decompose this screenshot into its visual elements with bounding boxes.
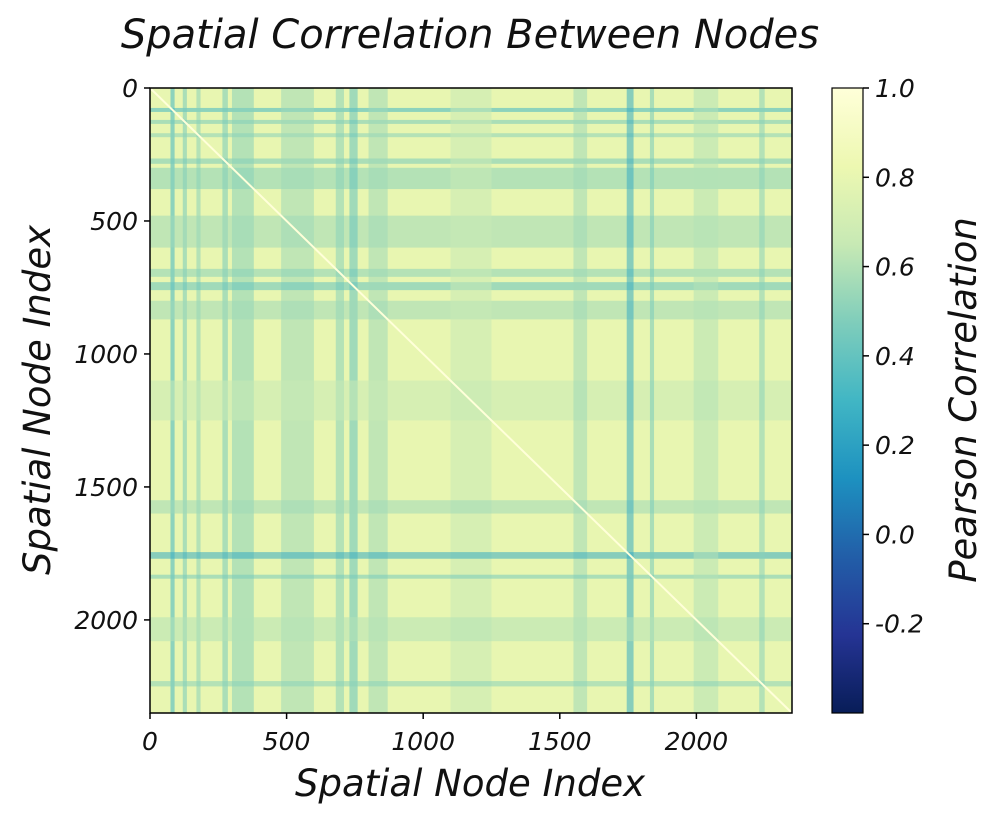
colorbar-tick-label: 0.2 xyxy=(875,431,915,460)
heatmap-band-row-11 xyxy=(150,552,792,559)
heatmap-band-col-11 xyxy=(626,88,634,713)
y-tick-label: 0 xyxy=(122,74,138,103)
heatmap-band-col-14 xyxy=(759,88,765,713)
colorbar-ticks: -0.2 0.0 0.2 0.4 0.6 0.8 1.0 xyxy=(863,74,924,639)
y-tick-label: 500 xyxy=(90,207,138,236)
x-axis-label: Spatial Node Index xyxy=(295,762,646,805)
heatmap-band-row-12 xyxy=(150,574,792,579)
x-tick-label: 1000 xyxy=(391,727,455,756)
colorbar-tick-label: 0.6 xyxy=(875,253,915,282)
colorbar-tick-label: 1.0 xyxy=(875,74,915,103)
heatmap-cells xyxy=(149,87,793,714)
y-axis: 0 500 1000 1500 2000 xyxy=(74,74,150,635)
y-tick-label: 2000 xyxy=(74,606,138,635)
y-axis-label: Spatial Node Index xyxy=(16,224,59,575)
colorbar-tick-label: 0.0 xyxy=(875,520,915,549)
x-tick-label: 0 xyxy=(142,727,158,756)
colorbar xyxy=(831,87,864,714)
heatmap-band-col-12 xyxy=(649,88,655,713)
plot-frame xyxy=(149,87,793,714)
heatmap-band-col-13 xyxy=(693,88,719,713)
heatmap-band-row-14 xyxy=(150,681,792,687)
y-tick-label: 1000 xyxy=(74,340,138,369)
x-tick-label: 1500 xyxy=(528,727,592,756)
chart-title: Spatial Correlation Between Nodes xyxy=(121,12,819,58)
colorbar-label: Pearson Correlation xyxy=(942,217,985,583)
x-tick-label: 2000 xyxy=(665,727,729,756)
x-tick-label: 500 xyxy=(263,727,311,756)
heatmap-band-row-13 xyxy=(150,617,792,642)
colorbar-tick-label: -0.2 xyxy=(875,610,924,639)
heatmap-diagonal xyxy=(149,87,793,714)
colorbar-tick-label: 0.8 xyxy=(875,163,915,192)
colorbar-tick-label: 0.4 xyxy=(875,342,915,371)
y-tick-label: 1500 xyxy=(74,473,138,502)
x-axis: 0 500 1000 1500 2000 xyxy=(142,713,728,756)
